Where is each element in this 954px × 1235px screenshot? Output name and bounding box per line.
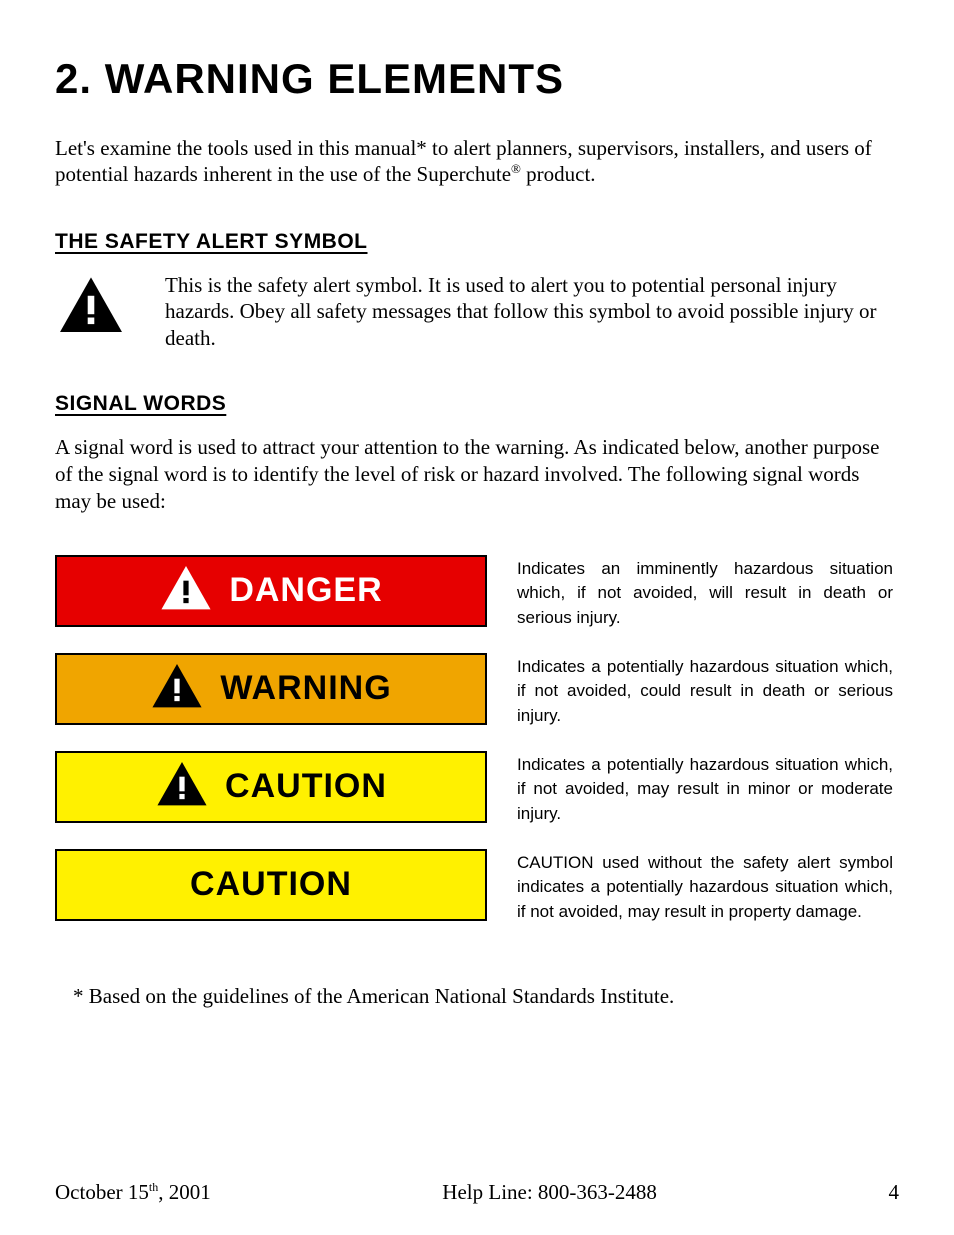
page-footer: October 15th, 2001 Help Line: 800-363-24… (55, 1180, 899, 1205)
intro-text-2: product. (521, 162, 596, 186)
signal-description: Indicates a potentially hazardous situat… (517, 751, 899, 827)
intro-text-1: Let's examine the tools used in this man… (55, 136, 872, 186)
signal-box: WARNING (55, 653, 487, 725)
signal-row: CAUTION CAUTION used without the safety a… (55, 849, 899, 925)
safety-alert-icon (55, 272, 135, 339)
intro-paragraph: Let's examine the tools used in this man… (55, 135, 899, 188)
signal-box: CAUTION (55, 751, 487, 823)
safety-alert-row: This is the safety alert symbol. It is u… (55, 272, 899, 353)
page-title: 2. WARNING ELEMENTS (55, 55, 899, 103)
signal-intro-paragraph: A signal word is used to attract your at… (55, 434, 899, 515)
signal-word-label: WARNING (220, 669, 391, 708)
footnote-text: * Based on the guidelines of the America… (73, 984, 899, 1009)
warning-triangle-icon (150, 663, 204, 714)
signal-row: DANGER Indicates an imminently hazardous … (55, 555, 899, 631)
signal-word-label: DANGER (229, 571, 382, 610)
subhead-safety-alert: THE SAFETY ALERT SYMBOL (55, 230, 899, 254)
signal-description: Indicates a potentially hazardous situat… (517, 653, 899, 729)
footer-date-2: , 2001 (158, 1180, 211, 1204)
warning-triangle-icon (159, 565, 213, 616)
footer-date: October 15th, 2001 (55, 1180, 211, 1205)
footer-date-sup: th (149, 1180, 158, 1194)
footer-page-number: 4 (888, 1180, 899, 1205)
signal-row: WARNING Indicates a potentially hazardous… (55, 653, 899, 729)
signal-description: CAUTION used without the safety alert sy… (517, 849, 899, 925)
signal-box: CAUTION (55, 849, 487, 921)
registered-mark: ® (511, 161, 521, 176)
safety-alert-text: This is the safety alert symbol. It is u… (165, 272, 899, 353)
signal-description: Indicates an imminently hazardous situat… (517, 555, 899, 631)
signal-word-list: DANGER Indicates an imminently hazardous … (55, 555, 899, 925)
subhead-signal-words: SIGNAL WORDS (55, 392, 899, 416)
footer-help-line: Help Line: 800-363-2488 (442, 1180, 657, 1205)
signal-word-label: CAUTION (225, 767, 387, 806)
footer-date-1: October 15 (55, 1180, 149, 1204)
document-page: 2. WARNING ELEMENTS Let's examine the to… (0, 0, 954, 1235)
signal-row: CAUTION Indicates a potentially hazardous… (55, 751, 899, 827)
warning-triangle-icon (155, 761, 209, 812)
signal-word-label: CAUTION (190, 865, 352, 904)
signal-box: DANGER (55, 555, 487, 627)
